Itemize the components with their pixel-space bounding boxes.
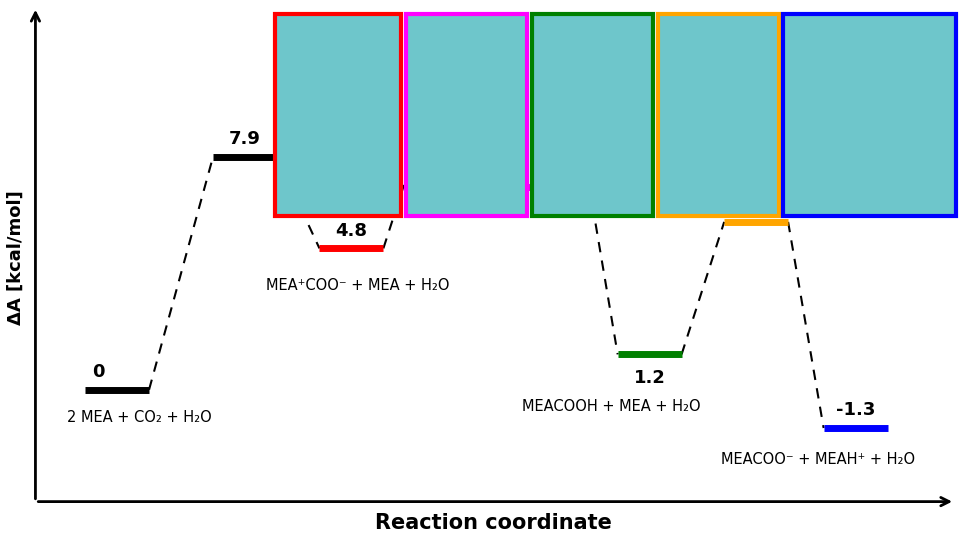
Text: MEACOOH + MEA + H₂O: MEACOOH + MEA + H₂O [522, 399, 700, 414]
Text: -1.3: -1.3 [836, 401, 875, 419]
X-axis label: Reaction coordinate: Reaction coordinate [375, 513, 611, 533]
Text: 7.9: 7.9 [229, 130, 261, 148]
Y-axis label: ΔA [kcal/mol]: ΔA [kcal/mol] [7, 190, 25, 325]
Text: 5.7: 5.7 [740, 195, 772, 213]
Text: 10.0: 10.0 [445, 69, 490, 86]
Text: 6.9: 6.9 [541, 160, 573, 178]
Text: 2 MEA + CO₂ + H₂O: 2 MEA + CO₂ + H₂O [68, 410, 213, 426]
Text: 4.8: 4.8 [335, 221, 367, 240]
Text: 0: 0 [92, 363, 104, 381]
Text: MEACOO⁻ + MEAH⁺ + H₂O: MEACOO⁻ + MEAH⁺ + H₂O [721, 451, 915, 467]
Text: 1.2: 1.2 [634, 369, 666, 387]
Text: MEA⁺COO⁻ + MEA + H₂O: MEA⁺COO⁻ + MEA + H₂O [267, 278, 450, 293]
